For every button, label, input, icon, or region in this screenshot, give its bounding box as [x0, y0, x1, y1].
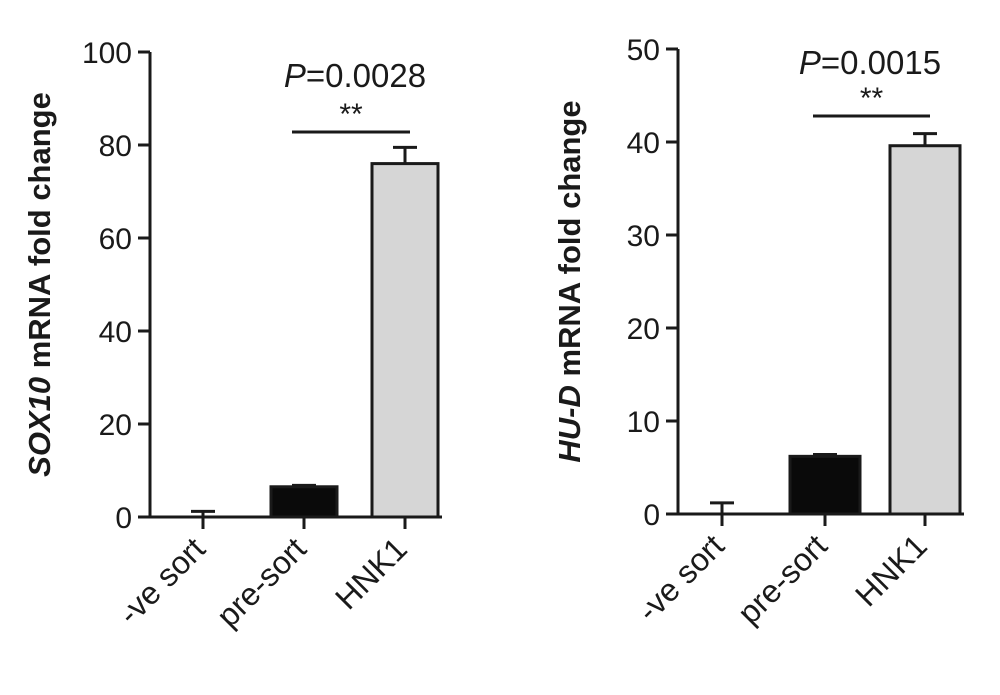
y-tick-label: 40 — [99, 316, 132, 349]
p-symbol: P — [799, 44, 821, 81]
bar-1 — [788, 454, 862, 516]
y-axis-title: SOX10 mRNA fold change — [22, 92, 57, 477]
p-value: P=0.0015 — [799, 44, 941, 81]
y-tick-label: 30 — [627, 220, 660, 253]
p-value-number: =0.0028 — [306, 57, 426, 94]
gene-name: HU-D — [552, 385, 587, 463]
y-tick-label: 80 — [99, 130, 132, 163]
category-label: HNK1 — [848, 527, 934, 613]
p-symbol: P — [284, 57, 306, 94]
y-tick-label: 100 — [82, 37, 132, 70]
p-value: P=0.0028 — [284, 57, 426, 94]
bar-1 — [269, 485, 339, 519]
y-tick-label: 50 — [627, 34, 660, 67]
bar-2 — [888, 144, 962, 516]
category-label: HNK1 — [328, 530, 414, 616]
category-label: -ve sort — [111, 530, 212, 631]
category-label: -ve sort — [630, 527, 731, 628]
y-axis-title: HU-D mRNA fold change — [552, 100, 587, 462]
y-tick-label: 0 — [643, 499, 660, 532]
y-tick-label: 0 — [115, 502, 132, 535]
category-label: pre-sort — [210, 530, 313, 633]
hud-chart: 0 10 20 30 40 50 -ve sort pre-sort HNK1 HU-D mRNA… — [552, 34, 964, 631]
significance-stars: ** — [339, 98, 363, 131]
y-tick-label: 60 — [99, 223, 132, 256]
y-tick-label: 10 — [627, 406, 660, 439]
category-label: pre-sort — [731, 527, 834, 630]
y-axis-title-rest: mRNA fold change — [552, 100, 587, 385]
y-tick-label: 20 — [627, 313, 660, 346]
bar-2 — [370, 162, 440, 519]
significance-stars: ** — [860, 82, 884, 115]
y-tick-label: 20 — [99, 409, 132, 442]
y-axis-title-rest: mRNA fold change — [22, 92, 57, 377]
p-value-number: =0.0015 — [821, 44, 941, 81]
y-tick-label: 40 — [627, 127, 660, 160]
gene-name: SOX10 — [22, 377, 57, 477]
